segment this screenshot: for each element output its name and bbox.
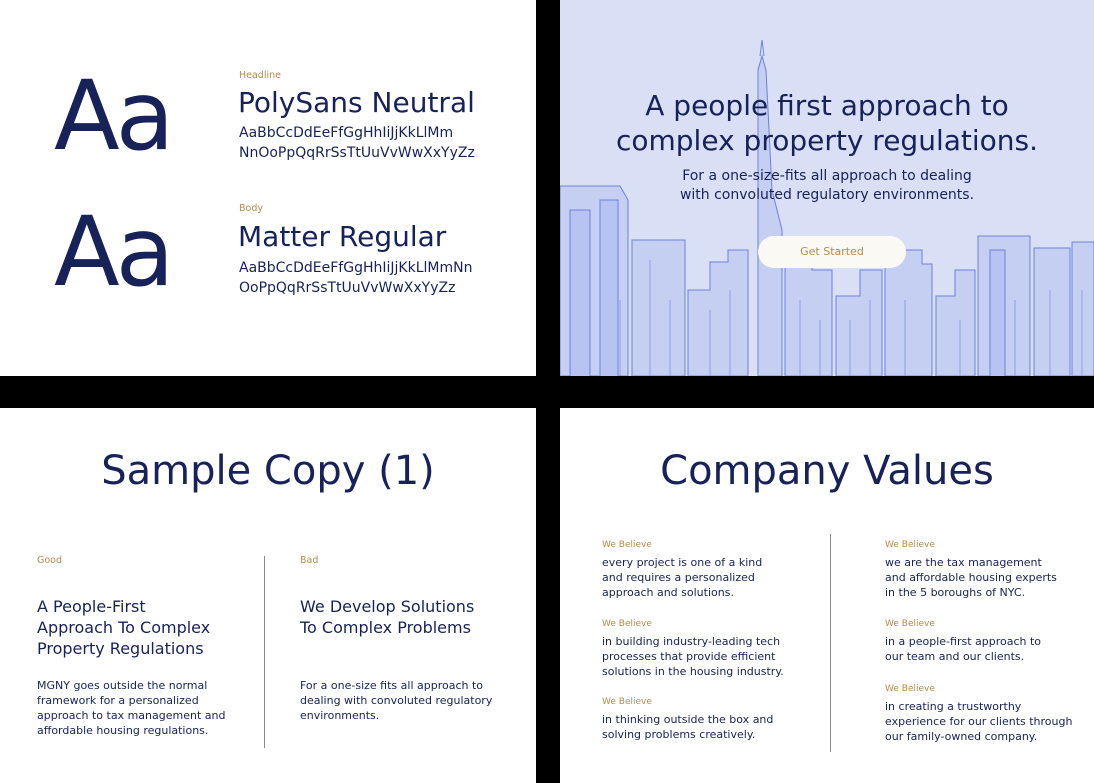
good-body-line: MGNY goes outside the normal: [37, 679, 208, 692]
value-tag: We Believe: [885, 540, 935, 550]
hero-panel: A people first approach to complex prope…: [560, 0, 1094, 376]
bad-body-line: For a one-size fits all approach to: [300, 679, 484, 692]
value-tag: We Believe: [602, 540, 652, 550]
city-skyline-illustration: [560, 39, 1094, 376]
bad-headline-line: We Develop Solutions: [300, 597, 475, 616]
headline-glyphs-line2: NnOoPpQqRrSsTtUuVvWwXxYyZz: [239, 145, 475, 161]
body-aa-sample: Aa: [54, 196, 174, 308]
bad-headline: We Develop Solutions To Complex Problems: [300, 596, 474, 638]
value-text: in thinking outside the box and solving …: [602, 712, 773, 742]
headline-glyphs-line1: AaBbCcDdEeFfGgHhIiJjKkLlMm: [239, 125, 454, 141]
company-values-panel: Company Values We Believe every project …: [560, 408, 1094, 783]
body-font-name: Matter Regular: [238, 220, 447, 253]
bad-body: For a one-size fits all approach to deal…: [300, 678, 492, 723]
value-line: solving problems creatively.: [602, 728, 756, 741]
value-tag: We Believe: [885, 684, 935, 694]
value-line: and affordable housing experts: [885, 571, 1057, 584]
body-tag: Body: [239, 203, 263, 214]
value-line: and requires a personalized: [602, 571, 755, 584]
value-text: in a people-first approach to our team a…: [885, 634, 1041, 664]
column-divider: [830, 534, 831, 752]
good-headline-line: Property Regulations: [37, 639, 204, 658]
value-line: solutions in the housing industry.: [602, 665, 784, 678]
value-tag: We Believe: [602, 697, 652, 707]
sample-copy-panel: Sample Copy (1) Good A People-First Appr…: [0, 408, 536, 783]
value-line: in the 5 boroughs of NYC.: [885, 586, 1026, 599]
hero-subtitle-line2: with convoluted regulatory environments.: [679, 187, 975, 203]
hero-title-line1: A people first approach to: [645, 89, 1009, 122]
good-body-line: framework for a personalized: [37, 694, 199, 707]
value-text: in building industry-leading tech proces…: [602, 634, 784, 679]
value-text: we are the tax management and affordable…: [885, 555, 1057, 600]
value-line: approach and solutions.: [602, 586, 734, 599]
value-tag: We Believe: [602, 619, 652, 629]
good-body-line: affordable housing regulations.: [37, 724, 209, 737]
value-line: experience for our clients through: [885, 715, 1073, 728]
good-headline-line: A People-First: [37, 597, 146, 616]
company-values-title: Company Values: [660, 448, 994, 494]
headline-font-name: PolySans Neutral: [238, 86, 475, 119]
value-tag: We Believe: [885, 619, 935, 629]
value-line: processes that provide efficient: [602, 650, 776, 663]
value-text: every project is one of a kind and requi…: [602, 555, 762, 600]
good-body: MGNY goes outside the normal framework f…: [37, 678, 225, 738]
get-started-button[interactable]: Get Started: [758, 236, 906, 268]
hero-subtitle-line1: For a one-size-fits all approach to deal…: [682, 168, 972, 184]
value-line: in creating a trustworthy: [885, 700, 1022, 713]
column-divider: [264, 556, 265, 748]
value-line: every project is one of a kind: [602, 556, 763, 569]
bad-body-line: environments.: [300, 709, 380, 722]
value-line: in thinking outside the box and: [602, 713, 774, 726]
value-line: in a people-first approach to: [885, 635, 1042, 648]
value-line: our family-owned company.: [885, 730, 1038, 743]
hero-subtitle: For a one-size-fits all approach to deal…: [560, 167, 1094, 205]
hero-title: A people first approach to complex prope…: [560, 88, 1094, 158]
body-glyphs-line1: AaBbCcDdEeFfGgHhIiJjKkLlMmNn: [239, 260, 473, 276]
bad-body-line: dealing with convoluted regulatory: [300, 694, 493, 707]
good-headline-line: Approach To Complex: [37, 618, 211, 637]
typography-panel: Aa Headline PolySans Neutral AaBbCcDdEeF…: [0, 0, 536, 376]
headline-aa-sample: Aa: [54, 60, 174, 172]
sample-copy-title: Sample Copy (1): [101, 448, 435, 494]
good-headline: A People-First Approach To Complex Prope…: [37, 596, 210, 659]
bad-tag: Bad: [300, 555, 319, 566]
hero-title-line2: complex property regulations.: [615, 124, 1039, 157]
value-text: in creating a trustworthy experience for…: [885, 699, 1072, 744]
value-line: we are the tax management: [885, 556, 1042, 569]
good-tag: Good: [37, 555, 63, 566]
bad-headline-line: To Complex Problems: [300, 618, 471, 637]
good-body-line: approach to tax management and: [37, 709, 226, 722]
headline-tag: Headline: [239, 70, 281, 81]
value-line: our team and our clients.: [885, 650, 1025, 663]
value-line: in building industry-leading tech: [602, 635, 781, 648]
body-glyphs-line2: OoPpQqRrSsTtUuVvWwXxYyZz: [239, 280, 456, 296]
